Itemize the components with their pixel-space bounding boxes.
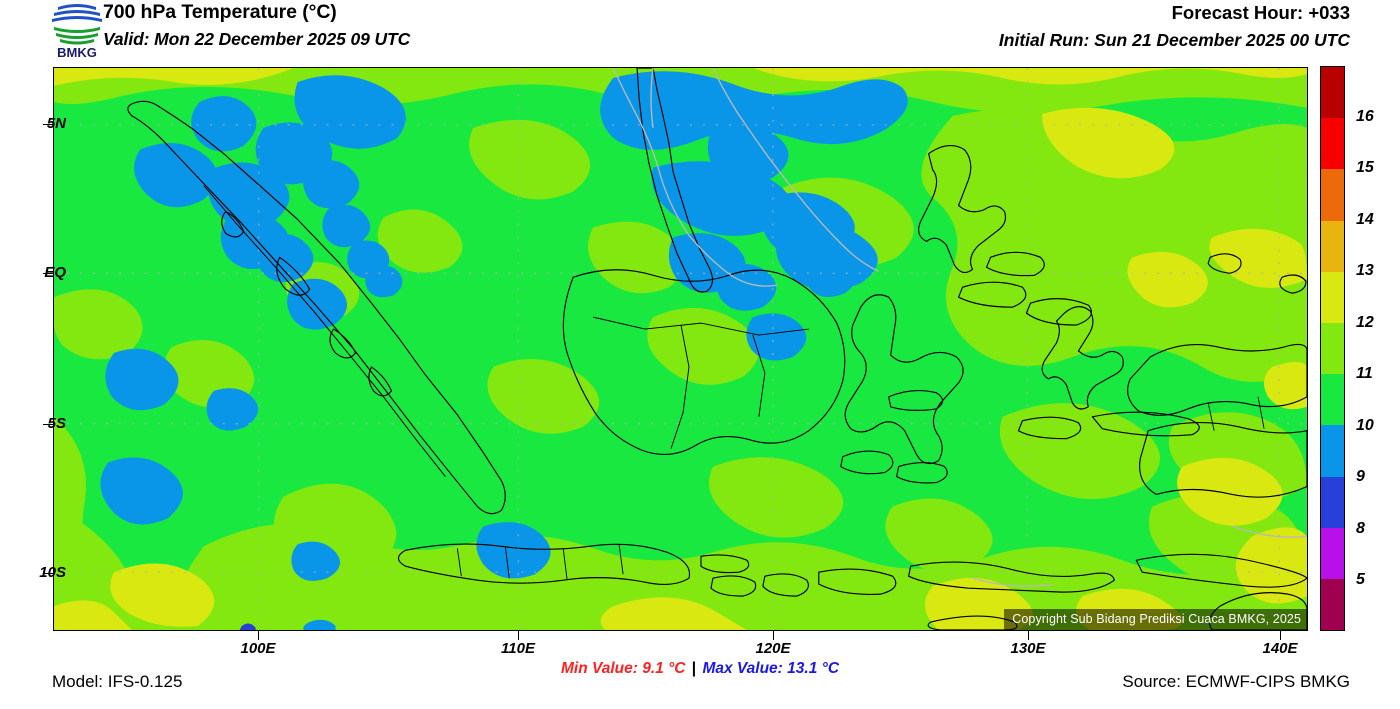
temperature-field: [54, 68, 1307, 630]
initial-run-label: Initial Run: Sun 21 December 2025 00 UTC: [998, 30, 1350, 50]
colorbar-segment-9-10: [1321, 425, 1344, 477]
source-label: Source: ECMWF-CIPS BMKG: [1122, 672, 1350, 691]
xtick-label-120e: 120E: [755, 640, 791, 657]
colorbar-segment-5-8: [1321, 527, 1344, 579]
colorbar-segment-above-16: [1321, 67, 1344, 119]
forecast-hour-label: Forecast Hour: +033: [1171, 2, 1350, 23]
bmkg-logo-text: BMKG: [57, 45, 97, 60]
model-label: Model: IFS-0.125: [52, 672, 183, 691]
colorbar-segment-15-16: [1321, 118, 1344, 170]
band-8-9: [239, 623, 256, 630]
copyright-watermark: Copyright Sub Bidang Prediksi Cuaca BMKG…: [1004, 609, 1307, 630]
ytick-mark-eq: [43, 273, 53, 274]
xtick-mark-120e: [773, 631, 774, 640]
graticule: [54, 68, 1307, 630]
bmkg-logo: BMKG: [46, 2, 108, 60]
xtick-mark-140e: [1280, 631, 1281, 640]
xtick-mark-130e: [1028, 631, 1029, 640]
xtick-label-140e: 140E: [1262, 640, 1298, 657]
colorbar-label-13: 13: [1356, 262, 1374, 279]
colorbar-label-5: 5: [1356, 571, 1365, 588]
colorbar-label-14: 14: [1356, 211, 1374, 228]
colorbar-label-10: 10: [1356, 417, 1374, 434]
political-borders: [612, 68, 1307, 587]
colorbar-label-16: 16: [1356, 108, 1374, 125]
colorbar-label-9: 9: [1356, 468, 1365, 485]
coastlines: [127, 68, 1307, 630]
ytick-label-10s: 10S: [39, 564, 66, 581]
minmax-separator: |: [691, 660, 697, 677]
colorbar-label-12: 12: [1356, 314, 1374, 331]
colorbar-label-8: 8: [1356, 520, 1365, 537]
colorbar-segment-10-11: [1321, 374, 1344, 426]
ytick-label-5n: 5N: [46, 115, 66, 132]
colorbar-segment-11-12: [1321, 322, 1344, 375]
page-title: 700 hPa Temperature (°C): [103, 1, 337, 23]
colorbar[interactable]: [1320, 66, 1345, 631]
xtick-label-130e: 130E: [1010, 640, 1046, 657]
ytick-mark-5n: [43, 124, 53, 125]
band-9-10: [100, 71, 908, 630]
max-value-label: Max Value: 13.1 °C: [702, 660, 840, 677]
min-max-annotation: Min Value: 9.1 °C | Max Value: 13.1 °C: [0, 660, 1400, 678]
xtick-mark-110e: [518, 631, 519, 640]
xtick-mark-100e: [258, 631, 259, 640]
ytick-mark-5s: [43, 424, 53, 425]
ytick-label-eq: EQ: [44, 264, 66, 281]
ytick-label-5s: 5S: [47, 415, 66, 432]
ytick-mark-10s: [43, 573, 53, 574]
xtick-label-100e: 100E: [240, 640, 276, 657]
colorbar-segment-12-13: [1321, 271, 1344, 323]
temperature-map[interactable]: Copyright Sub Bidang Prediksi Cuaca BMKG…: [53, 67, 1308, 631]
valid-time-label: Valid: Mon 22 December 2025 09 UTC: [103, 29, 411, 49]
xtick-label-110e: 110E: [501, 640, 535, 657]
colorbar-segment-below-5: [1321, 578, 1344, 631]
min-value-label: Min Value: 9.1 °C: [560, 660, 686, 677]
colorbar-segment-14-15: [1321, 169, 1344, 221]
colorbar-label-11: 11: [1356, 365, 1373, 382]
colorbar-label-15: 15: [1356, 159, 1374, 176]
colorbar-segment-8-9: [1321, 476, 1344, 528]
colorbar-segment-13-14: [1321, 220, 1344, 272]
